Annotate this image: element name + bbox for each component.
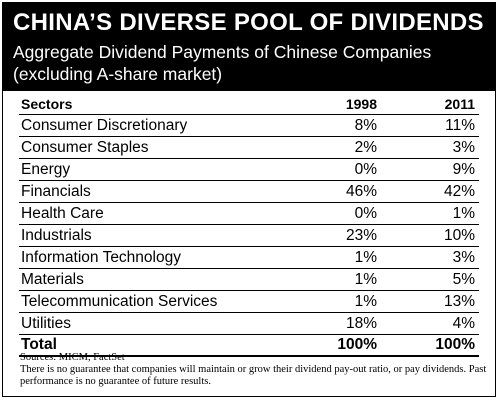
- table-body: Consumer Discretionary 8% 11% Consumer Stap…: [19, 114, 479, 357]
- value-1998-cell: 2%: [289, 136, 381, 159]
- table-row: Information Technology 1% 3%: [19, 246, 479, 269]
- table-header-row: Sectors 1998 2011: [19, 95, 479, 115]
- table-row: Telecommunication Services 1% 13%: [19, 290, 479, 313]
- value-2011-cell: 11%: [381, 114, 479, 137]
- value-1998-cell: 1%: [289, 290, 381, 313]
- sector-cell: Information Technology: [19, 246, 289, 269]
- chart-subtitle: Aggregate Dividend Payments of Chinese C…: [13, 42, 432, 84]
- table-row: Financials 46% 42%: [19, 180, 479, 203]
- table-row: Industrials 23% 10%: [19, 224, 479, 247]
- table-row: Consumer Discretionary 8% 11%: [19, 114, 479, 137]
- column-header-2011: 2011: [381, 95, 479, 115]
- value-2011-cell: 1%: [381, 202, 479, 225]
- footer-notes: Sources: MICM, FactSet There is no guara…: [20, 352, 488, 388]
- table-row: Consumer Staples 2% 3%: [19, 136, 479, 159]
- value-2011-cell: 3%: [381, 136, 479, 159]
- table-row: Health Care 0% 1%: [19, 202, 479, 225]
- disclaimer-note: There is no guarantee that companies wil…: [20, 364, 487, 387]
- table-row: Utilities 18% 4%: [19, 312, 479, 335]
- total-2011-cell: 100%: [381, 334, 479, 357]
- chart-title: CHINA’S DIVERSE POOL OF DIVIDENDS: [13, 9, 484, 36]
- value-1998-cell: 18%: [289, 312, 381, 335]
- sector-cell: Financials: [19, 180, 289, 203]
- value-1998-cell: 0%: [289, 158, 381, 181]
- value-1998-cell: 46%: [289, 180, 381, 203]
- total-1998-cell: 100%: [289, 334, 381, 357]
- total-row: Total 100% 100%: [19, 334, 479, 357]
- table-row: Energy 0% 9%: [19, 158, 479, 181]
- sector-cell: Energy: [19, 158, 289, 181]
- dividend-table: Sectors 1998 2011 Consumer Discretionary…: [19, 95, 479, 357]
- value-2011-cell: 4%: [381, 312, 479, 335]
- value-1998-cell: 1%: [289, 246, 381, 269]
- total-label-cell: Total: [19, 334, 289, 357]
- sector-cell: Telecommunication Services: [19, 290, 289, 313]
- value-1998-cell: 8%: [289, 114, 381, 137]
- value-2011-cell: 10%: [381, 224, 479, 247]
- value-2011-cell: 42%: [381, 180, 479, 203]
- value-2011-cell: 13%: [381, 290, 479, 313]
- value-1998-cell: 23%: [289, 224, 381, 247]
- sector-cell: Materials: [19, 268, 289, 291]
- sector-cell: Health Care: [19, 202, 289, 225]
- value-2011-cell: 3%: [381, 246, 479, 269]
- sector-cell: Industrials: [19, 224, 289, 247]
- sources-note: Sources: MICM, FactSet: [20, 352, 125, 363]
- sector-cell: Utilities: [19, 312, 289, 335]
- column-header-1998: 1998: [289, 95, 381, 115]
- column-header-sectors: Sectors: [19, 95, 289, 115]
- value-2011-cell: 5%: [381, 268, 479, 291]
- title-banner: CHINA’S DIVERSE POOL OF DIVIDENDS Aggreg…: [3, 3, 495, 91]
- value-1998-cell: 1%: [289, 268, 381, 291]
- chart-frame: CHINA’S DIVERSE POOL OF DIVIDENDS Aggreg…: [2, 2, 496, 397]
- value-2011-cell: 9%: [381, 158, 479, 181]
- sector-cell: Consumer Staples: [19, 136, 289, 159]
- sector-cell: Consumer Discretionary: [19, 114, 289, 137]
- table-row: Materials 1% 5%: [19, 268, 479, 291]
- value-1998-cell: 0%: [289, 202, 381, 225]
